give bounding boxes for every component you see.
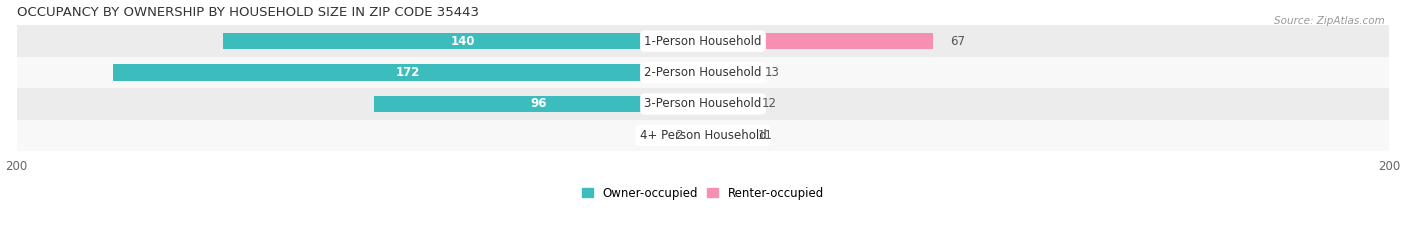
Text: 2: 2 [675,129,682,142]
Text: 96: 96 [530,97,547,110]
Text: OCCUPANCY BY OWNERSHIP BY HOUSEHOLD SIZE IN ZIP CODE 35443: OCCUPANCY BY OWNERSHIP BY HOUSEHOLD SIZE… [17,6,478,19]
Bar [703,33,934,49]
Text: 11: 11 [758,129,773,142]
Text: Source: ZipAtlas.com: Source: ZipAtlas.com [1274,16,1385,26]
Bar [703,64,748,81]
Text: 13: 13 [765,66,780,79]
Text: 12: 12 [761,97,776,110]
Text: 4+ Person Household: 4+ Person Household [640,129,766,142]
Bar [17,88,1389,120]
Bar [696,127,703,144]
Text: 2-Person Household: 2-Person Household [644,66,762,79]
Legend: Owner-occupied, Renter-occupied: Owner-occupied, Renter-occupied [578,182,828,205]
Text: 140: 140 [450,35,475,48]
Text: 1-Person Household: 1-Person Household [644,35,762,48]
Bar [17,57,1389,88]
Bar [112,64,703,81]
Bar [703,127,741,144]
Bar [374,96,703,112]
Text: 67: 67 [950,35,965,48]
Text: 172: 172 [395,66,420,79]
Bar [222,33,703,49]
Bar [17,120,1389,151]
Bar [17,25,1389,57]
Text: 3-Person Household: 3-Person Household [644,97,762,110]
Bar [703,96,744,112]
